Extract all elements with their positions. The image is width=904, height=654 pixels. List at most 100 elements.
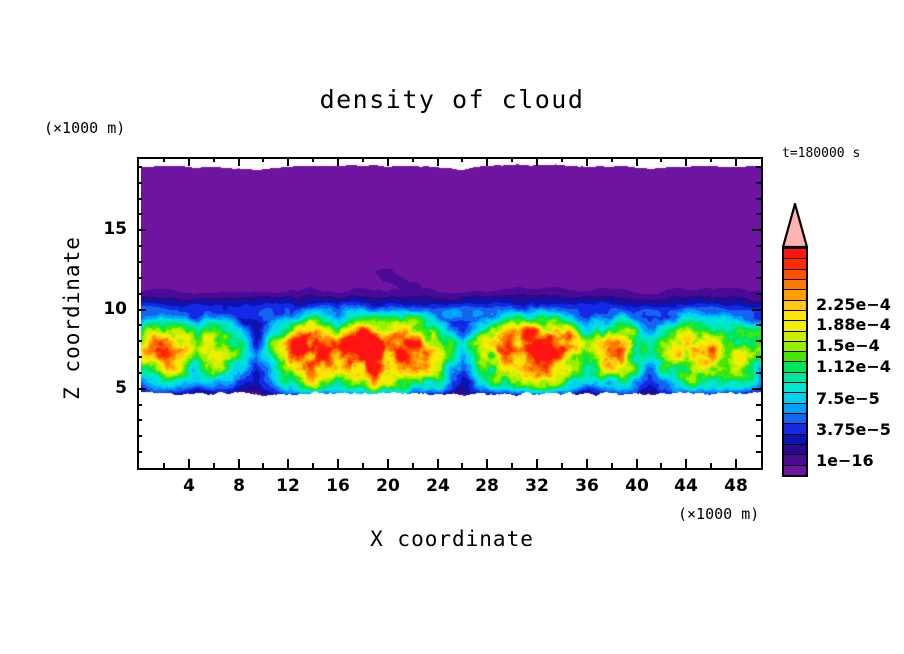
- x-tick-label: 12: [276, 476, 300, 496]
- colorbar-band: [784, 372, 806, 384]
- colorbar-tick-label: 1.12e−4: [816, 357, 891, 377]
- y-tick: [137, 261, 142, 263]
- x-tick: [586, 459, 588, 468]
- x-tick-top: [387, 157, 389, 166]
- colorbar-band: [784, 279, 806, 291]
- x-tick: [660, 463, 662, 468]
- x-tick: [262, 463, 264, 468]
- x-tick-top: [213, 157, 215, 162]
- x-tick-top: [188, 157, 190, 166]
- y-tick-right: [756, 166, 761, 168]
- colorbar-overflow-arrow-icon: [782, 203, 808, 248]
- y-tick: [137, 404, 142, 406]
- plot-area: [137, 157, 763, 470]
- x-tick-top: [262, 157, 264, 162]
- y-tick: [137, 198, 142, 200]
- x-tick: [387, 459, 389, 468]
- x-tick-top: [287, 157, 289, 166]
- x-tick-label: 16: [326, 476, 350, 496]
- x-tick: [437, 459, 439, 468]
- colorbar-band: [784, 383, 806, 394]
- y-tick: [137, 309, 146, 311]
- y-tick: [137, 451, 142, 453]
- x-axis-title: X coordinate: [370, 527, 534, 551]
- x-tick: [735, 459, 737, 468]
- x-tick-label: 4: [183, 476, 195, 496]
- colorbar-tick-label: 2.25e−4: [816, 294, 891, 314]
- y-tick: [137, 213, 142, 215]
- colorbar-band: [784, 310, 806, 322]
- x-tick-label: 32: [525, 476, 549, 496]
- x-tick: [685, 459, 687, 468]
- colorbar-band: [784, 290, 806, 301]
- x-tick: [312, 463, 314, 468]
- colorbar-tick-label: 7.5e−5: [816, 388, 880, 408]
- x-axis-units-label: (×1000 m): [678, 505, 760, 523]
- y-tick: [137, 229, 146, 231]
- x-tick: [611, 463, 613, 468]
- y-axis-units-label: (×1000 m): [44, 119, 126, 137]
- x-tick-top: [586, 157, 588, 166]
- x-tick-top: [312, 157, 314, 162]
- contour-field: [141, 161, 761, 468]
- x-tick-top: [437, 157, 439, 166]
- colorbar-tick-label: 1.5e−4: [816, 336, 880, 356]
- x-tick: [238, 459, 240, 468]
- y-tick-right: [752, 388, 761, 390]
- x-tick-label: 48: [724, 476, 748, 496]
- x-tick-label: 40: [625, 476, 649, 496]
- y-tick: [137, 293, 142, 295]
- y-tick: [137, 388, 146, 390]
- y-tick: [137, 435, 142, 437]
- colorbar-tick-label: 1.88e−4: [816, 315, 891, 335]
- y-tick: [137, 340, 142, 342]
- y-tick-right: [756, 451, 761, 453]
- x-tick-top: [362, 157, 364, 162]
- y-tick-right: [756, 372, 761, 374]
- x-tick-top: [337, 157, 339, 166]
- y-tick-right: [756, 419, 761, 421]
- colorbar-band: [784, 300, 806, 311]
- colorbar-band: [784, 455, 806, 466]
- x-tick: [636, 459, 638, 468]
- colorbar-tick-label: 1e−16: [816, 451, 874, 471]
- y-tick-label: 5: [115, 378, 127, 398]
- x-tick-top: [238, 157, 240, 166]
- y-tick-right: [752, 309, 761, 311]
- page-title: density of cloud: [319, 85, 585, 114]
- x-tick-top: [660, 157, 662, 162]
- x-tick-label: 28: [475, 476, 499, 496]
- x-tick: [486, 459, 488, 468]
- x-tick-top: [412, 157, 414, 162]
- y-tick-right: [756, 404, 761, 406]
- y-tick-right: [756, 277, 761, 279]
- colorbar-band: [784, 465, 806, 475]
- colorbar-band: [784, 352, 806, 363]
- colorbar-band: [784, 424, 806, 435]
- x-tick-top: [536, 157, 538, 166]
- x-tick-label: 36: [575, 476, 599, 496]
- colorbar-band: [784, 321, 806, 332]
- time-annotation: t=180000 s: [782, 146, 861, 161]
- y-tick-right: [756, 198, 761, 200]
- y-tick-label: 10: [103, 299, 127, 319]
- x-tick: [287, 459, 289, 468]
- colorbar-bands: [782, 247, 808, 477]
- y-tick-right: [756, 213, 761, 215]
- colorbar-band: [784, 444, 806, 456]
- colorbar-band: [784, 269, 806, 280]
- y-tick: [137, 277, 142, 279]
- y-tick: [137, 245, 142, 247]
- y-tick: [137, 419, 142, 421]
- x-tick-top: [710, 157, 712, 162]
- colorbar-band: [784, 259, 806, 270]
- x-tick-label: 8: [233, 476, 245, 496]
- y-tick-right: [752, 229, 761, 231]
- y-tick-right: [756, 261, 761, 263]
- x-tick-top: [685, 157, 687, 166]
- y-tick: [137, 166, 142, 168]
- y-tick-right: [756, 340, 761, 342]
- x-tick: [362, 463, 364, 468]
- x-tick: [710, 463, 712, 468]
